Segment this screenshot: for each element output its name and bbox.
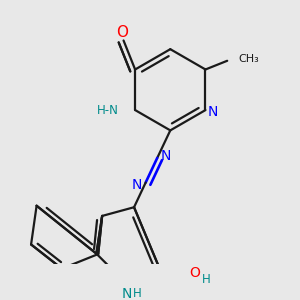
Text: N: N bbox=[161, 149, 171, 164]
Text: H-N: H-N bbox=[97, 103, 119, 117]
Text: O: O bbox=[116, 25, 128, 40]
Text: H: H bbox=[202, 273, 210, 286]
Text: H: H bbox=[133, 287, 142, 300]
Text: N: N bbox=[122, 287, 132, 300]
Text: CH₃: CH₃ bbox=[238, 54, 259, 64]
Text: O: O bbox=[189, 266, 200, 280]
Text: N: N bbox=[208, 104, 218, 118]
Text: N: N bbox=[132, 178, 142, 192]
